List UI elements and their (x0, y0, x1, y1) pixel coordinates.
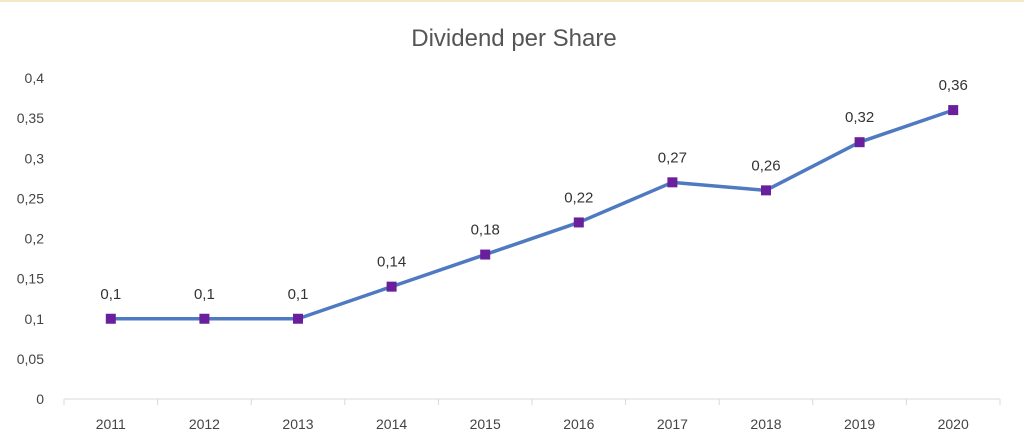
y-tick-label: 0,25 (17, 190, 44, 206)
x-tick-label: 2013 (282, 416, 313, 432)
y-tick-label: 0,15 (17, 271, 44, 287)
chart-title: Dividend per Share (411, 25, 616, 52)
y-tick-label: 0 (36, 391, 44, 407)
data-point-marker (854, 137, 865, 148)
x-tick-label: 2012 (189, 416, 220, 432)
data-label: 0,1 (288, 286, 309, 303)
data-label: 0,1 (100, 286, 121, 303)
data-label: 0,26 (751, 157, 780, 174)
data-point-marker (293, 313, 303, 324)
data-label: 0,22 (564, 189, 593, 206)
y-tick-label: 0,05 (17, 351, 44, 367)
y-tick-label: 0,4 (25, 70, 45, 86)
data-point-marker (480, 249, 491, 260)
data-point-marker (761, 185, 771, 196)
x-tick-label: 2017 (657, 416, 688, 432)
data-label: 0,36 (939, 77, 968, 94)
data-label: 0,27 (658, 149, 687, 166)
data-point-marker (105, 313, 116, 324)
y-tick-label: 0,35 (17, 110, 44, 126)
x-tick-label: 2016 (563, 416, 594, 432)
data-point-marker (573, 217, 584, 228)
data-point-marker (199, 313, 210, 324)
data-point-marker (667, 177, 678, 188)
y-tick-label: 0,3 (25, 150, 45, 166)
x-tick-label: 2015 (470, 416, 501, 432)
data-label: 0,18 (471, 222, 500, 239)
x-tick-label: 2019 (844, 416, 875, 432)
series-line-dividend (110, 108, 954, 321)
x-tick-label: 2011 (96, 416, 126, 432)
x-axis: 2011 2012 2013 2014 2015 2016 2017 2018 2019 2020 (63, 399, 1001, 432)
x-tick-label: 2018 (750, 416, 781, 432)
data-label: 0,1 (194, 286, 215, 303)
data-label: 0,14 (377, 254, 406, 271)
y-axis: 0 0,05 0,1 0,15 0,2 0,25 0,3 0,35 0,4 (17, 70, 44, 407)
x-tick-label: 2014 (376, 416, 407, 432)
y-tick-label: 0,1 (25, 311, 45, 327)
data-point-marker (948, 105, 959, 116)
data-labels: 0,1 0,1 0,1 0,14 0,18 0,22 0,27 0,26 0,32 0,36 (100, 77, 967, 303)
data-label: 0,32 (845, 109, 874, 126)
x-tick-label: 2020 (938, 416, 969, 432)
y-tick-label: 0,2 (25, 231, 45, 247)
series-markers (105, 105, 959, 324)
data-point-marker (386, 281, 397, 292)
